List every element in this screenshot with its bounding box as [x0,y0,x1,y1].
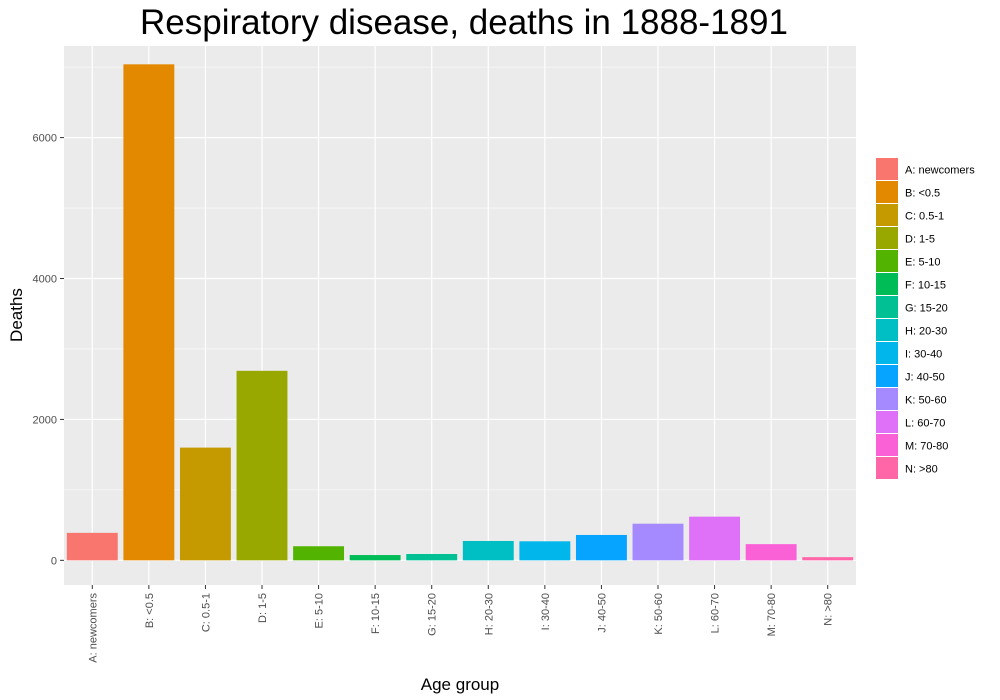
x-tick-label: N: >80 [823,593,835,626]
legend-swatch [876,273,898,295]
legend-label: I: 30-40 [905,349,942,361]
y-tick-label: 6000 [33,133,57,145]
y-axis: 0 2000 4000 6000 [33,133,64,567]
legend-label: A: newcomers [905,165,975,177]
legend-swatch [876,158,898,180]
y-axis-title: Deaths [7,288,26,342]
x-tick-label: H: 20-30 [483,593,495,635]
legend-label: F: 10-15 [905,280,946,292]
legend-swatch [876,204,898,226]
x-tick-label: A: newcomers [87,593,99,663]
bar [575,534,627,561]
legend-label: G: 15-20 [905,303,948,315]
bar [293,546,345,561]
x-tick-label: F: 10-15 [370,593,382,634]
legend-label: J: 40-50 [905,372,945,384]
legend-swatch [876,388,898,410]
y-tick-label: 4000 [33,274,57,286]
legend-swatch [876,434,898,456]
bar [745,544,797,561]
legend-label: C: 0.5-1 [905,211,944,223]
legend-label: L: 60-70 [905,418,945,430]
legend-swatch [876,181,898,203]
legend-swatch [876,457,898,479]
x-axis-title: Age group [421,675,499,694]
legend-swatch [876,250,898,272]
bar [236,370,288,561]
bar [462,540,514,561]
chart-title: Respiratory disease, deaths in 1888-1891 [140,3,788,42]
bar [179,447,231,561]
legend-label: H: 20-30 [905,326,947,338]
x-tick-label: C: 0.5-1 [200,593,212,632]
legend-label: E: 5-10 [905,257,940,269]
bar [802,557,854,561]
bar [66,532,118,561]
x-tick-label: G: 15-20 [427,593,439,636]
bars [66,64,854,561]
legend-swatch [876,365,898,387]
legend: A: newcomers B: <0.5 C: 0.5-1 D: 1-5 E: 5-10… [876,158,975,479]
bar [689,516,741,561]
bar [519,541,571,561]
y-tick-label: 2000 [33,414,57,426]
y-tick-label: 0 [51,555,57,567]
x-tick-label: M: 70-80 [766,593,778,636]
x-tick-label: D: 1-5 [257,593,269,623]
bar [123,64,175,561]
legend-label: N: >80 [905,464,938,476]
legend-swatch [876,411,898,433]
bar [406,553,458,561]
x-tick-label: J: 40-50 [596,593,608,633]
x-tick-label: I: 30-40 [540,593,552,630]
legend-swatch [876,227,898,249]
x-tick-label: L: 60-70 [710,593,722,633]
legend-label: D: 1-5 [905,234,935,246]
legend-label: B: <0.5 [905,188,940,200]
x-axis: A: newcomers B: <0.5 C: 0.5-1 D: 1-5 E: 5-10… [87,585,835,663]
legend-swatch [876,296,898,318]
legend-label: K: 50-60 [905,395,947,407]
legend-swatch [876,319,898,341]
x-tick-label: B: <0.5 [144,593,156,628]
legend-swatch [876,342,898,364]
x-tick-label: K: 50-60 [653,593,665,635]
bar [349,555,401,561]
x-tick-label: E: 5-10 [314,593,326,628]
bar [632,523,684,561]
legend-label: M: 70-80 [905,441,948,453]
